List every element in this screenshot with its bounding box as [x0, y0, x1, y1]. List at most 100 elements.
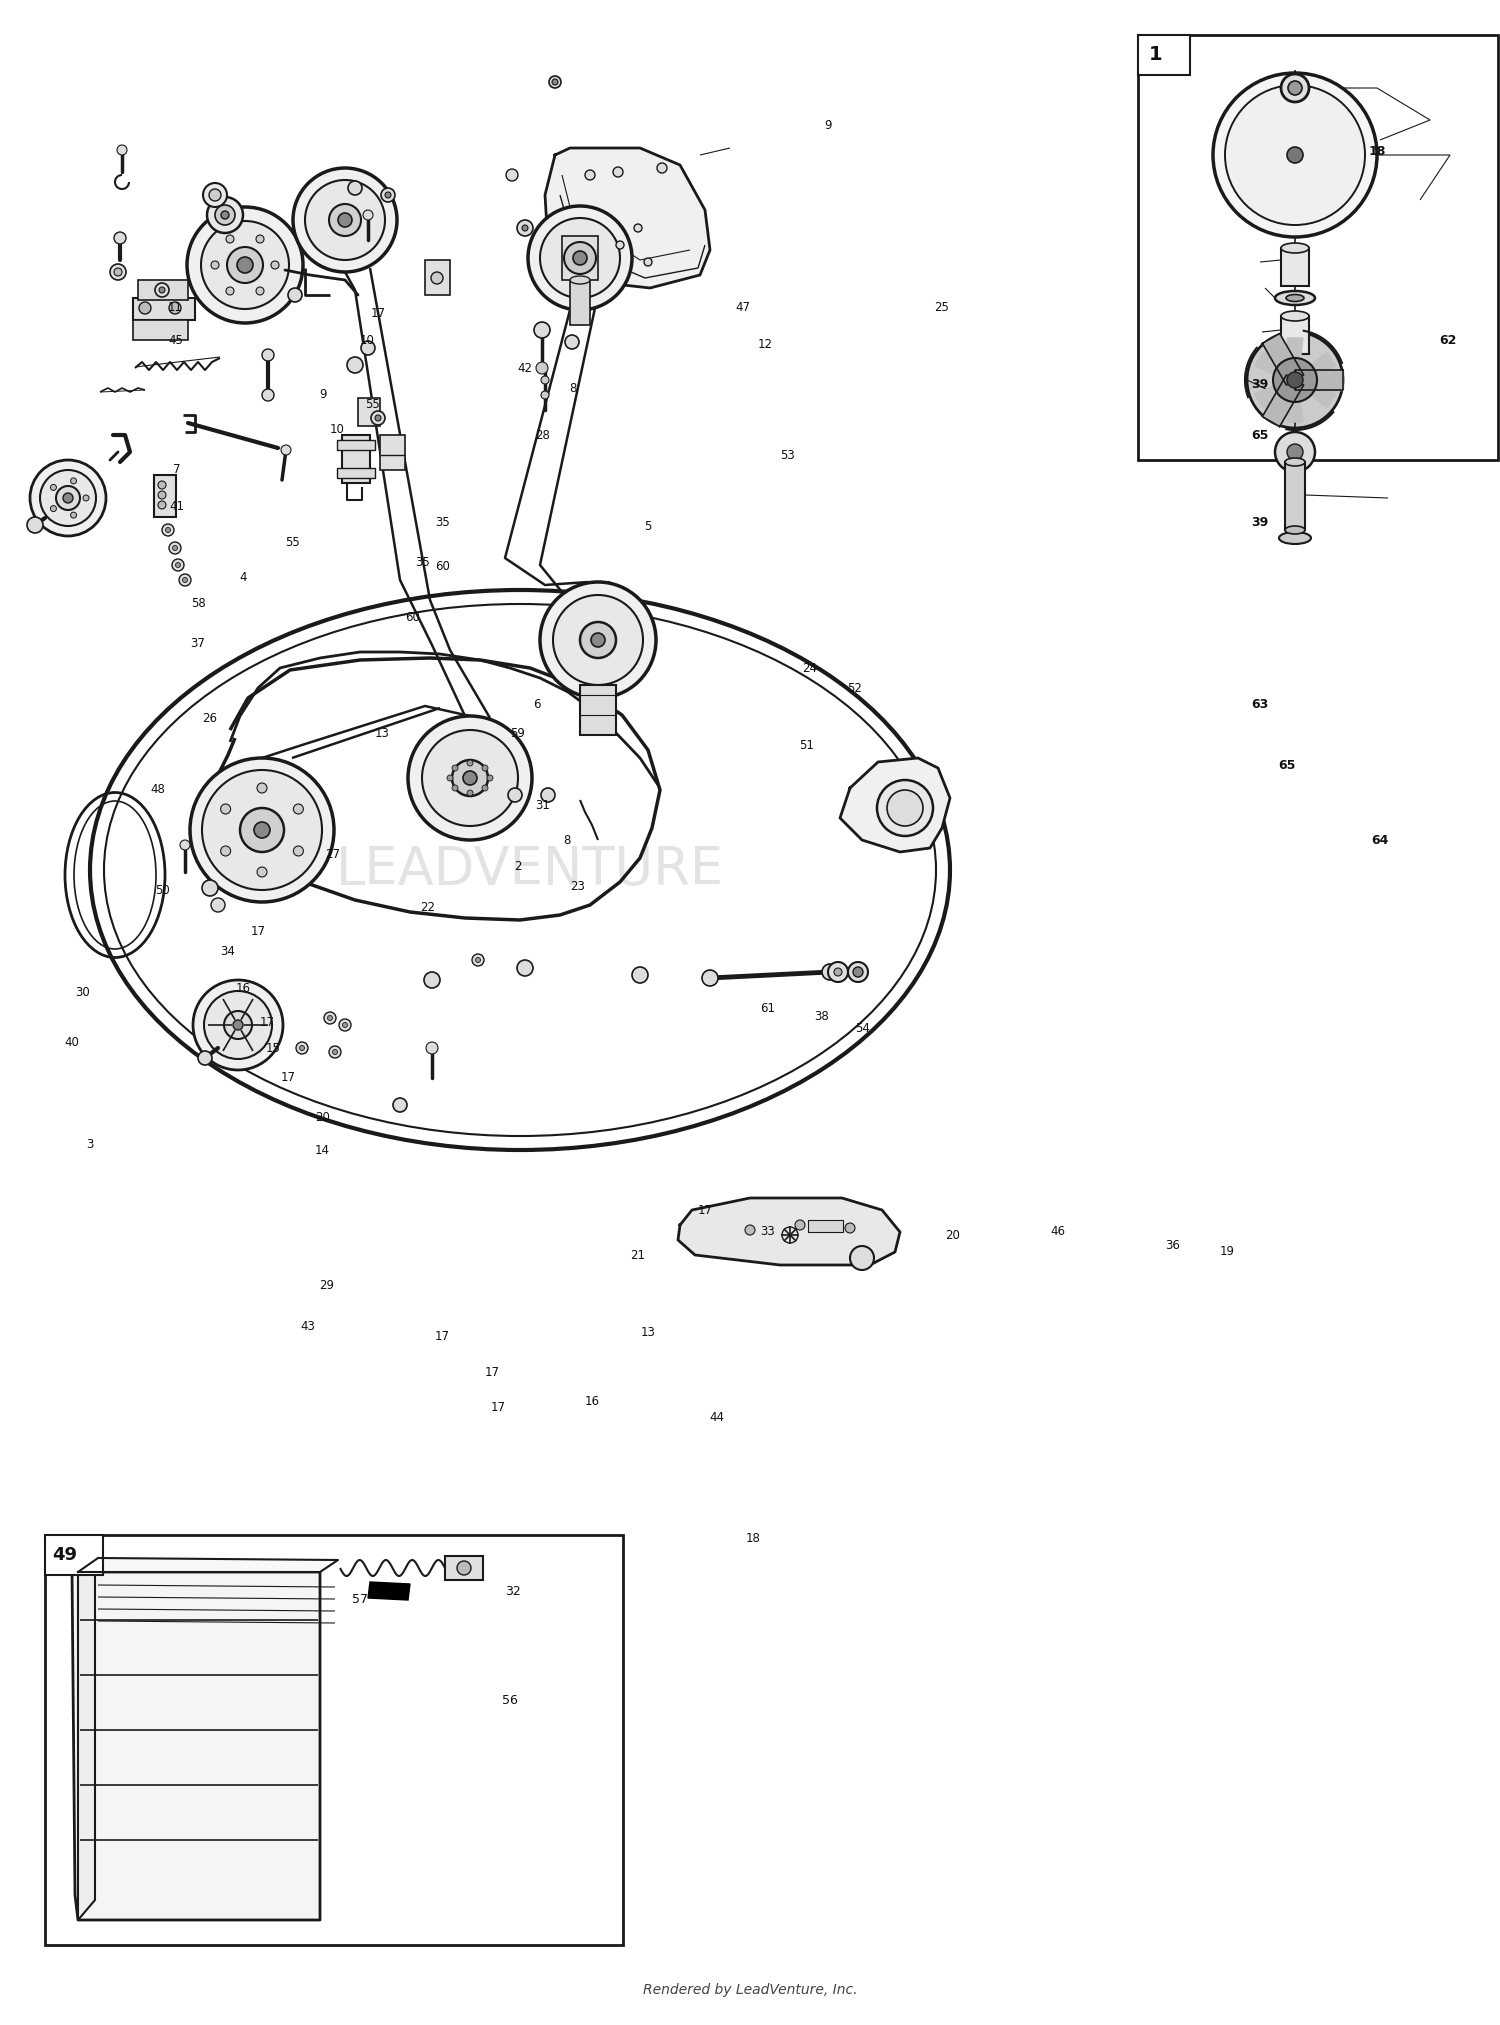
Circle shape [240, 808, 284, 853]
Text: 11: 11 [168, 302, 183, 314]
Circle shape [224, 1010, 252, 1039]
Circle shape [1274, 358, 1317, 403]
Circle shape [158, 482, 166, 488]
Polygon shape [368, 1582, 410, 1600]
Bar [446, 1555, 483, 1580]
Ellipse shape [1275, 292, 1316, 306]
Bar [138, 279, 188, 300]
Circle shape [1246, 332, 1342, 427]
Circle shape [324, 1012, 336, 1025]
Text: 56: 56 [503, 1695, 518, 1707]
Circle shape [292, 168, 398, 271]
Circle shape [202, 881, 217, 895]
Text: 28: 28 [536, 429, 550, 441]
Circle shape [154, 284, 170, 298]
Circle shape [237, 257, 254, 273]
Circle shape [262, 389, 274, 401]
Circle shape [220, 846, 231, 857]
Bar [380, 435, 405, 470]
Circle shape [280, 446, 291, 456]
Circle shape [452, 765, 458, 772]
Circle shape [844, 1223, 855, 1233]
Circle shape [202, 770, 322, 891]
Circle shape [370, 411, 386, 425]
Circle shape [288, 288, 302, 302]
Ellipse shape [570, 275, 590, 284]
Text: 32: 32 [506, 1586, 520, 1598]
Text: 48: 48 [150, 784, 165, 796]
Circle shape [408, 717, 532, 840]
Circle shape [226, 288, 234, 296]
Ellipse shape [1286, 458, 1305, 466]
Circle shape [70, 478, 76, 484]
Circle shape [158, 500, 166, 508]
Circle shape [294, 846, 303, 857]
Text: 18: 18 [746, 1533, 760, 1545]
Bar [1281, 316, 1310, 354]
Circle shape [580, 622, 616, 658]
Text: 7: 7 [172, 464, 180, 476]
Circle shape [190, 757, 334, 901]
Circle shape [207, 196, 243, 233]
Bar [1138, 34, 1190, 75]
Circle shape [256, 784, 267, 794]
Text: 17: 17 [698, 1205, 712, 1217]
Circle shape [424, 972, 439, 988]
Circle shape [466, 759, 472, 765]
Circle shape [342, 1023, 348, 1027]
Circle shape [632, 968, 648, 982]
Text: 15: 15 [266, 1043, 280, 1055]
Bar [808, 1219, 843, 1231]
Circle shape [386, 192, 392, 198]
Text: 10: 10 [330, 423, 345, 435]
Bar [338, 468, 375, 478]
Circle shape [202, 182, 226, 207]
Text: 8: 8 [564, 834, 570, 846]
Text: 38: 38 [815, 1010, 830, 1023]
Circle shape [204, 990, 272, 1059]
Text: 18: 18 [1368, 146, 1386, 158]
Circle shape [1275, 431, 1316, 472]
Polygon shape [72, 1571, 320, 1920]
Circle shape [180, 840, 190, 850]
Text: 43: 43 [300, 1320, 315, 1332]
Text: 50: 50 [154, 885, 170, 897]
Circle shape [452, 759, 488, 796]
Text: 17: 17 [280, 1071, 296, 1083]
Text: 9: 9 [825, 119, 833, 132]
Circle shape [226, 235, 234, 243]
Circle shape [702, 970, 718, 986]
Circle shape [509, 788, 522, 802]
Circle shape [30, 460, 106, 537]
Text: 26: 26 [202, 713, 217, 725]
Text: 16: 16 [585, 1395, 600, 1407]
Text: 64: 64 [1371, 834, 1389, 846]
Circle shape [452, 786, 458, 792]
Polygon shape [78, 1557, 338, 1571]
Circle shape [158, 490, 166, 498]
Polygon shape [840, 757, 950, 853]
Polygon shape [1287, 338, 1304, 373]
Circle shape [518, 960, 532, 976]
Circle shape [566, 334, 579, 348]
Circle shape [254, 822, 270, 838]
Bar [134, 298, 195, 320]
Circle shape [183, 577, 188, 583]
Text: 17: 17 [251, 925, 266, 938]
Bar [1138, 34, 1498, 460]
Circle shape [552, 79, 558, 85]
Circle shape [27, 516, 44, 533]
Circle shape [573, 251, 586, 265]
Bar [562, 237, 598, 279]
Text: 52: 52 [847, 682, 862, 695]
Text: 8: 8 [570, 383, 576, 395]
Circle shape [847, 962, 868, 982]
Text: 60: 60 [405, 612, 420, 624]
Polygon shape [1300, 381, 1335, 407]
Text: 39: 39 [1251, 379, 1269, 391]
Circle shape [518, 221, 532, 237]
Circle shape [644, 257, 652, 265]
Circle shape [114, 267, 122, 275]
Circle shape [472, 954, 484, 966]
Circle shape [176, 563, 180, 567]
